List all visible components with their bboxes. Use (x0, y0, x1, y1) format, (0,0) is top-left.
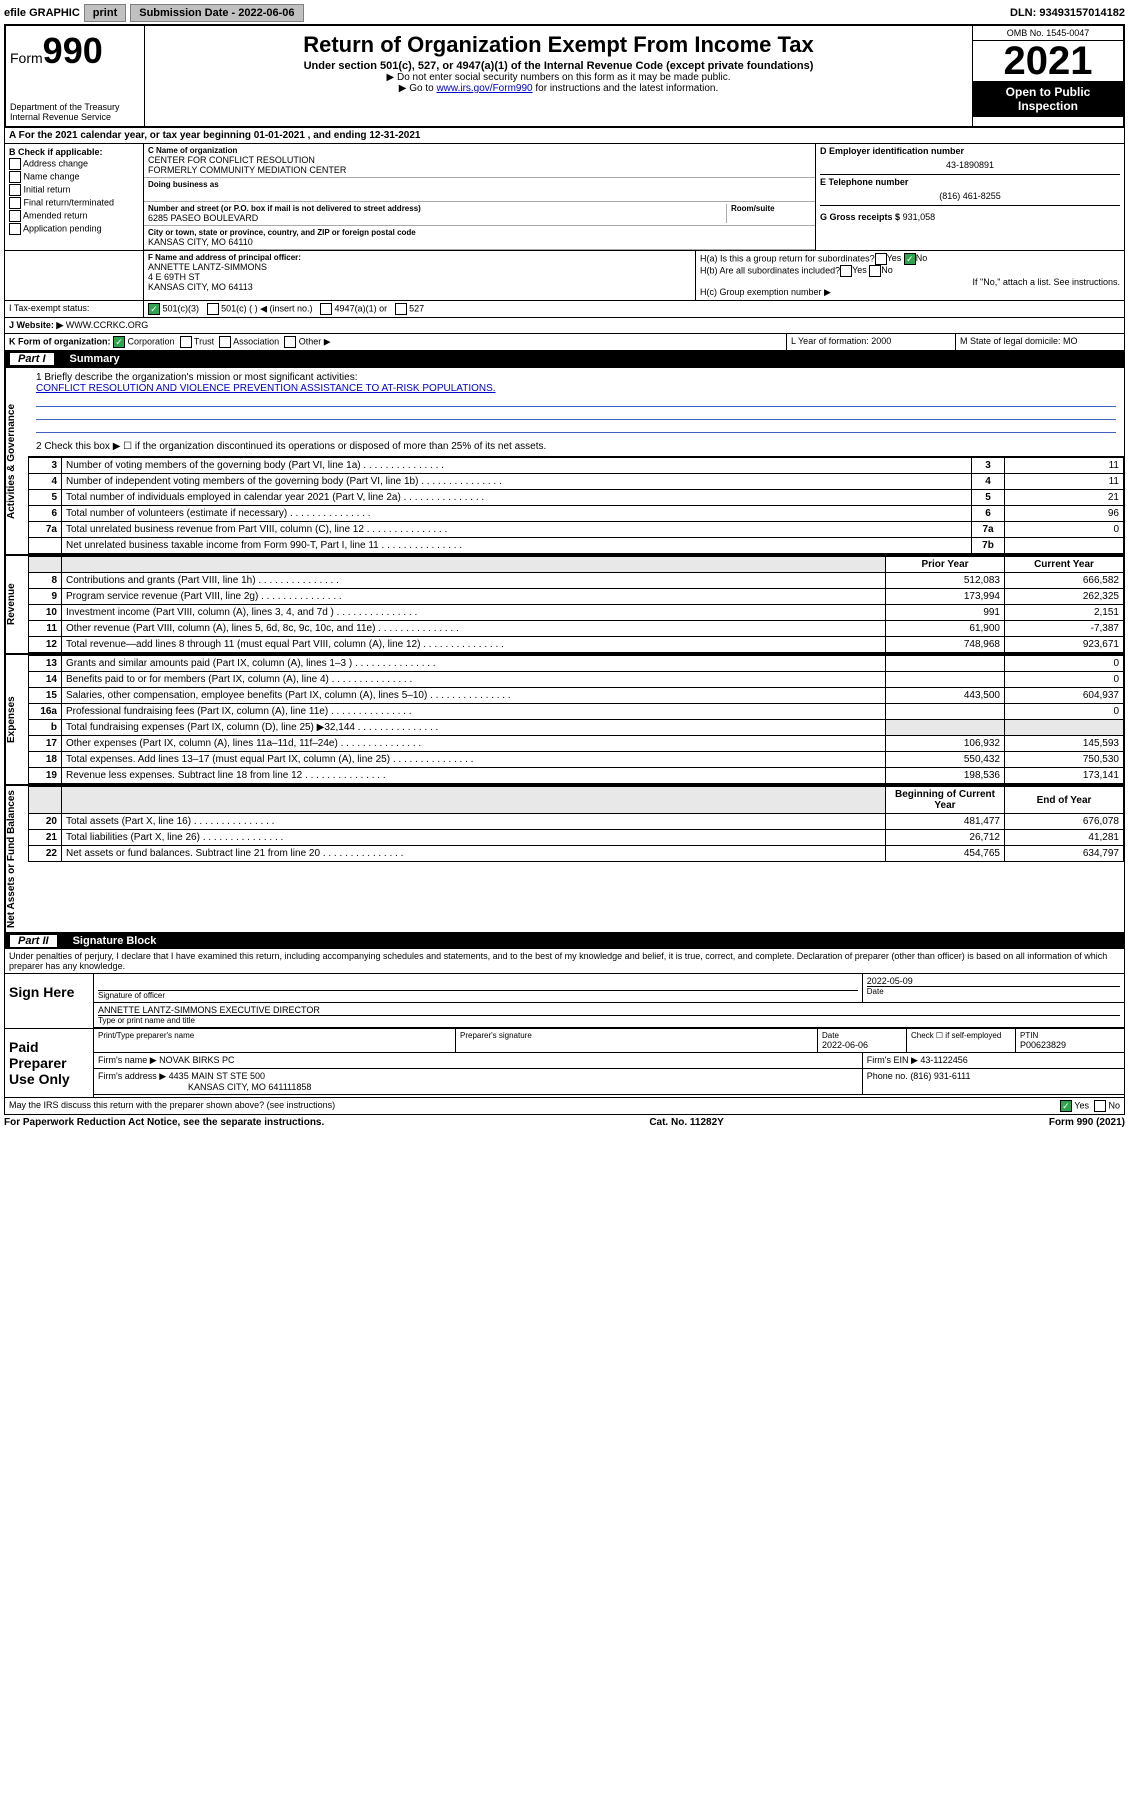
side-expenses: Expenses (5, 655, 28, 784)
identity-grid: B Check if applicable: Address change Na… (4, 144, 1125, 251)
subtitle-3: ▶ Go to www.irs.gov/Form990 for instruct… (149, 83, 968, 94)
form-number: Form990 (10, 30, 140, 72)
part1-header: Part I Summary (4, 351, 1125, 367)
row-i: I Tax-exempt status: 501(c)(3) 501(c) ( … (4, 301, 1125, 318)
box-c: C Name of organization CENTER FOR CONFLI… (144, 144, 815, 250)
subtitle-2: ▶ Do not enter social security numbers o… (149, 72, 968, 83)
expenses-table: 13Grants and similar amounts paid (Part … (28, 655, 1124, 784)
page-footer: For Paperwork Reduction Act Notice, see … (4, 1115, 1125, 1130)
paid-preparer-label: Paid Preparer Use Only (5, 1029, 94, 1097)
submission-date-button[interactable]: Submission Date - 2022-06-06 (130, 4, 303, 22)
subtitle-1: Under section 501(c), 527, or 4947(a)(1)… (149, 60, 968, 72)
dln-label: DLN: 93493157014182 (1010, 7, 1125, 19)
row-a: A For the 2021 calendar year, or tax yea… (4, 128, 1125, 144)
row-j: J Website: ▶ WWW.CCRKC.ORG (4, 318, 1125, 334)
revenue-table: Prior YearCurrent Year 8Contributions an… (28, 556, 1124, 653)
box-deg: D Employer identification number 43-1890… (815, 144, 1124, 250)
form-header: Form990 Department of the Treasury Inter… (4, 24, 1125, 128)
dept-label: Department of the Treasury (10, 102, 140, 112)
tax-year: 2021 (973, 41, 1123, 81)
print-button[interactable]: print (84, 4, 126, 22)
side-governance: Activities & Governance (5, 368, 28, 554)
instructions-link[interactable]: www.irs.gov/Form990 (436, 83, 532, 94)
summary-section: Activities & Governance 1 Briefly descri… (4, 367, 1125, 555)
sign-here-label: Sign Here (5, 974, 94, 1028)
side-revenue: Revenue (5, 556, 28, 653)
netassets-table: Beginning of Current YearEnd of Year 20T… (28, 786, 1124, 862)
row-klm: K Form of organization: Corporation Trus… (4, 334, 1125, 351)
top-toolbar: efile GRAPHIC print Submission Date - 20… (4, 4, 1125, 22)
efile-label: efile GRAPHIC (4, 7, 80, 19)
form-title: Return of Organization Exempt From Incom… (149, 32, 968, 58)
expenses-section: Expenses 13Grants and similar amounts pa… (4, 654, 1125, 785)
irs-label: Internal Revenue Service (10, 112, 140, 122)
signature-block: Under penalties of perjury, I declare th… (4, 949, 1125, 1115)
mission-link[interactable]: CONFLICT RESOLUTION AND VIOLENCE PREVENT… (36, 383, 496, 394)
governance-table: 3Number of voting members of the governi… (28, 457, 1124, 554)
open-inspection: Open to Public Inspection (973, 81, 1123, 117)
side-netassets: Net Assets or Fund Balances (5, 786, 28, 932)
revenue-section: Revenue Prior YearCurrent Year 8Contribu… (4, 555, 1125, 654)
row-fh: F Name and address of principal officer:… (4, 251, 1125, 301)
netassets-section: Net Assets or Fund Balances Beginning of… (4, 785, 1125, 933)
mission-block: 1 Briefly describe the organization's mi… (28, 368, 1124, 457)
box-b: B Check if applicable: Address change Na… (5, 144, 144, 250)
part2-header: Part II Signature Block (4, 933, 1125, 949)
